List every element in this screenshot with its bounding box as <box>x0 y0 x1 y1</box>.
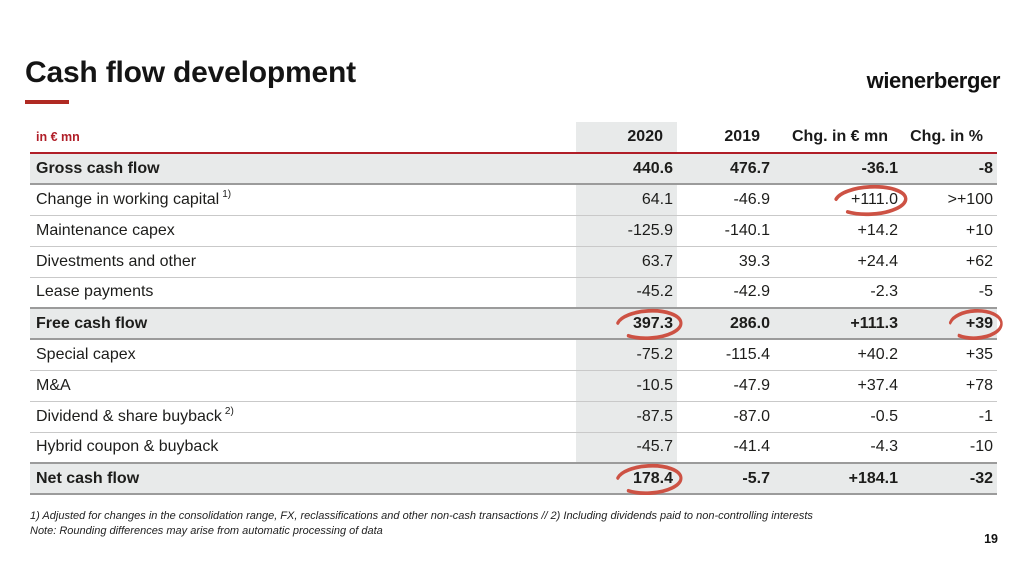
cell-chg-pct: +62 <box>965 252 993 270</box>
cell-chg-pct: >+100 <box>947 190 993 208</box>
cell-2019: -5.7 <box>742 469 770 487</box>
footnote-marker: 1) <box>222 189 232 201</box>
column-header-chg-eur: Chg. in € mn <box>774 122 902 154</box>
table-row: Gross cash flow 440.6 476.7 -36.1 -8 <box>30 153 997 184</box>
table-row: Lease payments -45.2 -42.9 -2.3 -5 <box>30 277 997 308</box>
cell-chg-pct: +10 <box>965 221 993 239</box>
cell-2019: 39.3 <box>738 252 770 270</box>
row-label: Hybrid coupon & buyback <box>36 438 219 456</box>
cell-chg-eur: +37.4 <box>857 376 898 394</box>
cell-2019: -42.9 <box>733 283 770 301</box>
table-row: Special capex -75.2 -115.4 +40.2 +35 <box>30 339 997 370</box>
table-header-row: in € mn 2020 2019 Chg. in € mn Chg. in % <box>30 122 997 154</box>
company-logo: wienerberger <box>866 68 1001 93</box>
cell-chg-eur: -2.3 <box>870 283 898 301</box>
cell-2019: 476.7 <box>729 159 770 177</box>
highlighted-value: 397.3 <box>615 308 683 340</box>
row-label: Net cash flow <box>36 469 140 487</box>
cell-2020: -45.7 <box>576 432 677 463</box>
footnotes: 1) Adjusted for changes in the consolida… <box>30 509 813 539</box>
row-label: Maintenance capex <box>36 221 175 239</box>
cell-chg-pct: -8 <box>978 159 993 177</box>
column-header-2019: 2019 <box>677 122 774 154</box>
cell-2019: -47.9 <box>733 376 770 394</box>
cell-2020: 64.1 <box>576 184 677 215</box>
table-row: Net cash flow 178.4 -5.7 +184.1 -32 <box>30 463 997 495</box>
cell-2019: -115.4 <box>725 345 770 363</box>
cell-chg-pct: +35 <box>965 345 993 363</box>
cell-2019: -140.1 <box>724 221 770 239</box>
row-label: Free cash flow <box>36 314 148 332</box>
column-header-chg-pct: Chg. in % <box>902 122 997 154</box>
cell-chg-pct: -1 <box>978 407 993 425</box>
row-label: M&A <box>36 376 71 394</box>
cell-chg-eur: +40.2 <box>857 345 898 363</box>
cell-2020: -45.2 <box>576 277 677 308</box>
cell-2020: 63.7 <box>576 246 677 277</box>
cell-chg-eur: -0.5 <box>870 407 898 425</box>
row-label: Lease payments <box>36 283 154 301</box>
footnote-marker: 2) <box>224 406 234 418</box>
row-label: Special capex <box>36 345 136 363</box>
highlighted-value: 178.4 <box>615 463 683 495</box>
cell-chg-pct: +78 <box>965 376 993 394</box>
cell-chg-pct: -10 <box>969 438 993 456</box>
cell-2020: 397.3 <box>632 314 673 332</box>
cell-2020: 440.6 <box>576 153 677 184</box>
table-row: Divestments and other 63.7 39.3 +24.4 +6… <box>30 246 997 277</box>
cell-2019: -41.4 <box>733 438 770 456</box>
cell-chg-pct: +39 <box>965 314 993 332</box>
row-label: Change in working capital <box>36 190 220 208</box>
cell-chg-eur: +14.2 <box>857 221 898 239</box>
highlighted-value: +111.0 <box>833 184 908 216</box>
cell-2020: -87.5 <box>576 401 677 432</box>
cash-flow-table: in € mn 2020 2019 Chg. in € mn Chg. in %… <box>30 122 1003 495</box>
table-row: Change in working capital 1) 64.1 -46.9 +… <box>30 184 997 216</box>
cell-2019: -87.0 <box>733 407 770 425</box>
table-row: Hybrid coupon & buyback -45.7 -41.4 -4.3… <box>30 432 997 463</box>
table-row: M&A -10.5 -47.9 +37.4 +78 <box>30 370 997 401</box>
cell-chg-eur: +184.1 <box>848 469 898 487</box>
table-row: Dividend & share buyback 2) -87.5 -87.0 -… <box>30 401 997 432</box>
cell-chg-eur: -4.3 <box>870 438 898 456</box>
row-label: Dividend & share buyback <box>36 407 222 425</box>
cell-2020: -75.2 <box>576 339 677 370</box>
cell-chg-eur: +24.4 <box>857 252 898 270</box>
table-row: Free cash flow 397.3 286.0 +111.3 +39 <box>30 308 1003 340</box>
cell-2019: 286.0 <box>729 314 770 332</box>
row-label: Gross cash flow <box>36 159 160 177</box>
cell-2020: 178.4 <box>632 469 673 487</box>
unit-label: in € mn <box>30 122 576 154</box>
cell-2020: -125.9 <box>576 215 677 246</box>
row-label: Divestments and other <box>36 252 197 270</box>
cell-chg-pct: -32 <box>969 469 993 487</box>
footnote-line-2: Note: Rounding differences may arise fro… <box>30 525 383 537</box>
column-header-2020: 2020 <box>576 122 677 154</box>
cell-chg-pct: -5 <box>978 283 993 301</box>
cell-2019: -46.9 <box>733 190 770 208</box>
title-underline <box>25 100 69 104</box>
cell-chg-eur: +111.0 <box>850 190 898 208</box>
cell-2020: -10.5 <box>576 370 677 401</box>
page-title: Cash flow development <box>25 56 356 89</box>
highlighted-value: +39 <box>948 308 1003 340</box>
cell-chg-eur: +111.3 <box>850 314 898 332</box>
footnote-line-1: 1) Adjusted for changes in the consolida… <box>30 510 813 522</box>
table-row: Maintenance capex -125.9 -140.1 +14.2 +1… <box>30 215 997 246</box>
page-number: 19 <box>984 532 998 546</box>
cell-chg-eur: -36.1 <box>861 159 898 177</box>
